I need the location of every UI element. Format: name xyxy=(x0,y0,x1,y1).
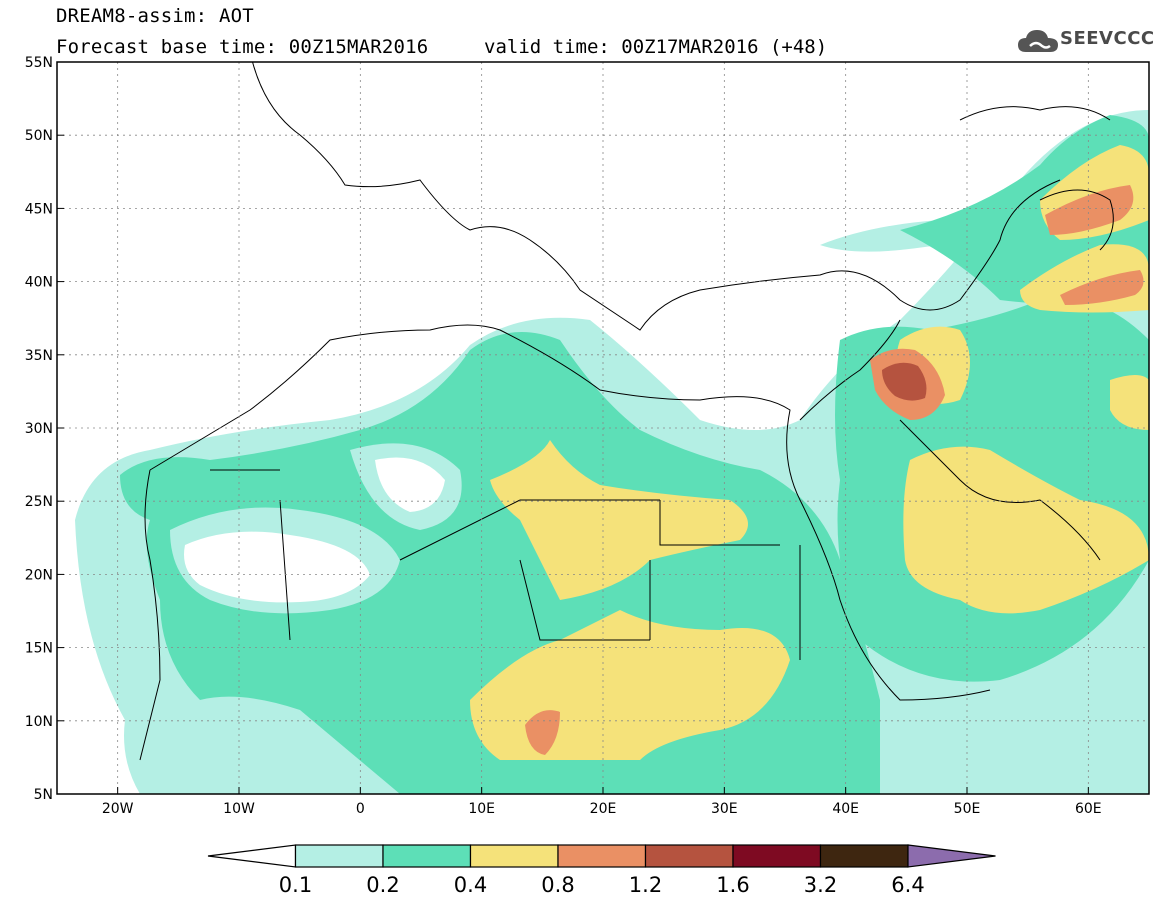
y-tick-label: 30N xyxy=(25,421,53,437)
forecast-base-time: Forecast base time: 00Z15MAR2016 xyxy=(56,36,429,58)
map-title: DREAM8-assim: AOT xyxy=(56,5,254,27)
y-tick-label: 45N xyxy=(25,201,53,217)
y-tick-label: 55N xyxy=(25,55,53,71)
colorbar-under-triangle xyxy=(207,844,297,868)
x-tick-label: 60E xyxy=(1075,801,1102,817)
colorbar: 0.1 0.2 0.4 0.8 1.2 1.6 3.2 6.4 xyxy=(207,844,996,897)
y-tick-label: 5N xyxy=(34,787,53,803)
y-tick-label: 50N xyxy=(25,128,53,144)
valid-time: valid time: 00Z17MAR2016 (+48) xyxy=(484,36,828,58)
x-tick-label: 0 xyxy=(356,801,365,817)
x-tick-label: 20W xyxy=(102,801,134,817)
colorbar-over-triangle xyxy=(907,844,996,868)
seevccc-logo: SEEVCCC xyxy=(1016,22,1156,58)
y-tick-label: 20N xyxy=(25,567,53,583)
colorbar-swatch xyxy=(819,844,909,868)
colorbar-level-label: 1.2 xyxy=(629,873,662,897)
graticule xyxy=(57,62,1149,794)
colorbar-level-label: 3.2 xyxy=(804,873,837,897)
aot-region-darkred xyxy=(882,362,927,401)
x-tick-label: 10W xyxy=(223,801,255,817)
colorbar-level-label: 1.6 xyxy=(716,873,749,897)
x-tick-label: 40E xyxy=(832,801,859,817)
colorbar-level-label: 0.2 xyxy=(366,873,399,897)
y-tick-label: 10N xyxy=(25,714,53,730)
colorbar-swatch xyxy=(382,844,472,868)
axis-ticks: 20W 10W 0 10E 20E 30E 40E 50E 60E 5N 10N 15N 20N 25N 3… xyxy=(25,55,1102,817)
colorbar-swatch xyxy=(732,844,822,868)
aot-region-yellow xyxy=(490,440,748,600)
colorbar-swatch xyxy=(644,844,734,868)
x-tick-label: 30E xyxy=(711,801,738,817)
colorbar-level-label: 6.4 xyxy=(891,873,924,897)
y-tick-label: 35N xyxy=(25,348,53,364)
colorbar-level-label: 0.8 xyxy=(541,873,574,897)
y-tick-label: 25N xyxy=(25,494,53,510)
logo-text: SEEVCCC xyxy=(1060,28,1155,49)
colorbar-swatch xyxy=(469,844,559,868)
colorbar-level-label: 0.4 xyxy=(454,873,487,897)
y-tick-label: 15N xyxy=(25,641,53,657)
colorbar-swatch xyxy=(557,844,647,868)
coastlines xyxy=(139,62,1114,761)
aot-shading xyxy=(75,110,1149,794)
y-tick-label: 40N xyxy=(25,275,53,291)
cloud-logo-icon xyxy=(1018,30,1058,52)
x-tick-label: 10E xyxy=(468,801,495,817)
colorbar-level-label: 0.1 xyxy=(279,873,312,897)
x-tick-label: 50E xyxy=(954,801,981,817)
x-tick-label: 20E xyxy=(590,801,617,817)
colorbar-swatch xyxy=(294,844,384,868)
